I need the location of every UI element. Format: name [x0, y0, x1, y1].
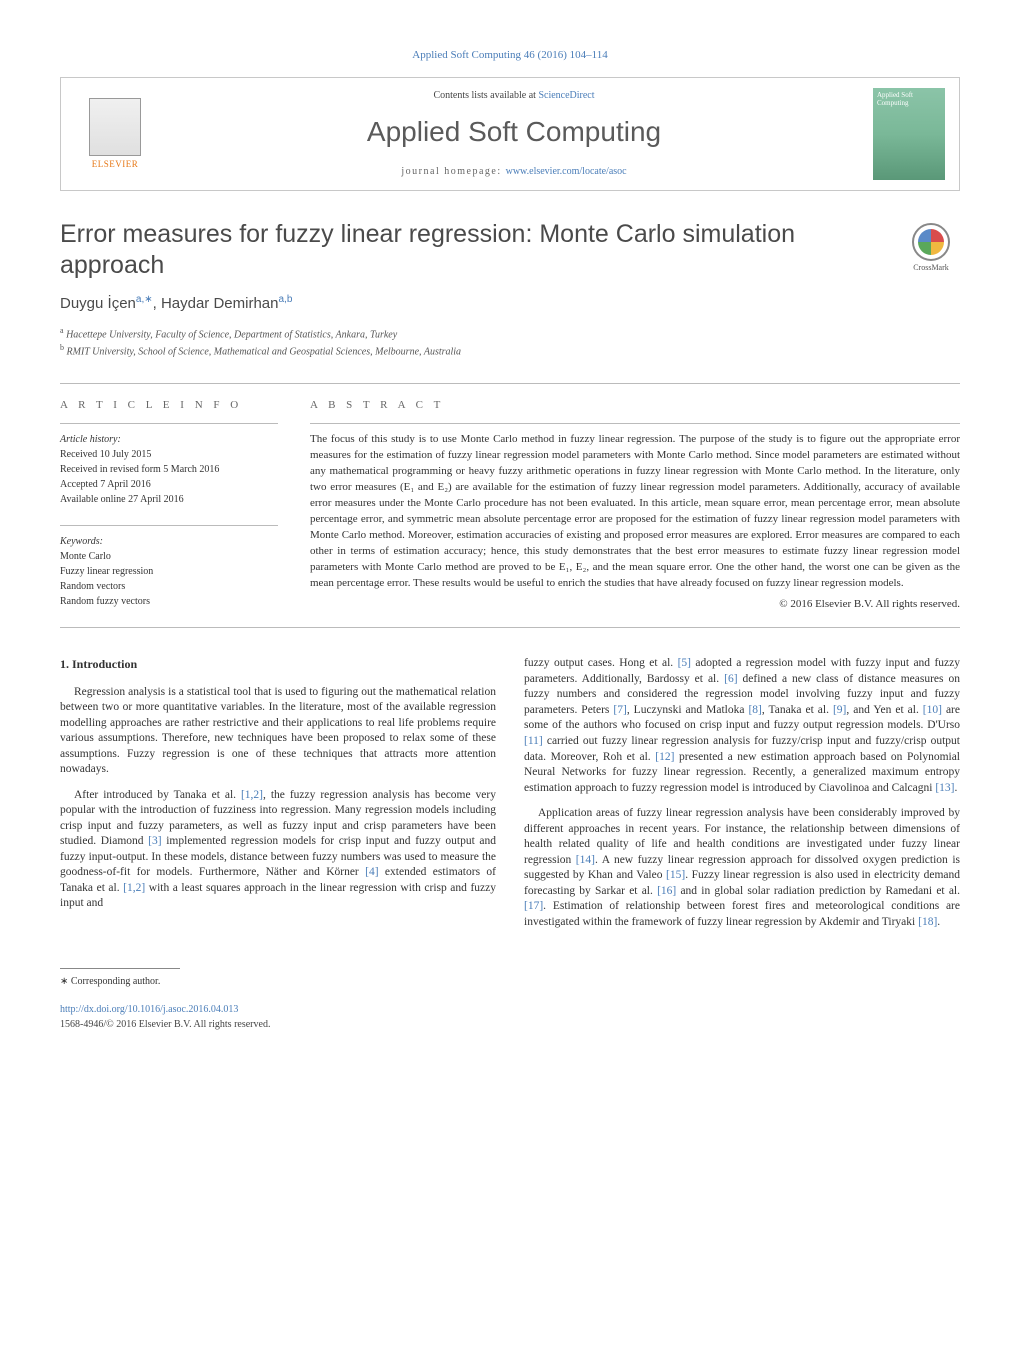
- ref-link-18[interactable]: [18]: [918, 916, 937, 928]
- elsevier-logo[interactable]: ELSEVIER: [75, 98, 155, 170]
- keyword-3: Random vectors: [60, 579, 278, 594]
- affiliation-a: a Hacettepe University, Faculty of Scien…: [60, 325, 960, 342]
- abstract-body: The focus of this study is to use Monte …: [310, 433, 960, 588]
- affil-b-text: RMIT University, School of Science, Math…: [64, 346, 461, 357]
- author-1[interactable]: Duygu İçen: [60, 295, 136, 312]
- keywords-block: Keywords: Monte Carlo Fuzzy linear regre…: [60, 525, 278, 609]
- journal-cover-thumbnail[interactable]: Applied Soft Computing: [873, 88, 945, 180]
- affil-a-text: Hacettepe University, Faculty of Science…: [64, 329, 398, 340]
- abstract-column: a b s t r a c t The focus of this study …: [310, 398, 960, 613]
- page-root: Applied Soft Computing 46 (2016) 104–114…: [0, 0, 1020, 1072]
- history-label: Article history:: [60, 432, 278, 447]
- title-row: Error measures for fuzzy linear regressi…: [60, 219, 960, 282]
- c2p1-j: .: [955, 782, 958, 794]
- history-received: Received 10 July 2015: [60, 447, 278, 462]
- author-1-sup: a,∗: [136, 294, 153, 305]
- keyword-2: Fuzzy linear regression: [60, 564, 278, 579]
- journal-reference: Applied Soft Computing 46 (2016) 104–114: [60, 48, 960, 63]
- article-history-block: Article history: Received 10 July 2015 R…: [60, 423, 278, 507]
- doi-link[interactable]: http://dx.doi.org/10.1016/j.asoc.2016.04…: [60, 1003, 960, 1017]
- c2p2-d: and in global solar radiation prediction…: [676, 885, 960, 897]
- ref-link-16[interactable]: [16]: [657, 885, 676, 897]
- crossmark-inner-icon: [918, 229, 944, 255]
- author-2-sup: a,b: [279, 294, 293, 305]
- homepage-link[interactable]: www.elsevier.com/locate/asoc: [506, 166, 627, 177]
- ref-link-4[interactable]: [4]: [365, 866, 378, 878]
- col2-para-1: fuzzy output cases. Hong et al. [5] adop…: [524, 656, 960, 796]
- ref-link-17[interactable]: [17]: [524, 900, 543, 912]
- abstract-copyright: © 2016 Elsevier B.V. All rights reserved…: [310, 597, 960, 613]
- ref-link-9[interactable]: [9]: [833, 704, 846, 716]
- elsevier-tree-icon: [89, 98, 141, 156]
- c2p1-e: , Tanaka et al.: [762, 704, 833, 716]
- homepage-line: journal homepage: www.elsevier.com/locat…: [171, 165, 857, 179]
- cover-title: Applied Soft Computing: [877, 92, 941, 107]
- elsevier-wordmark: ELSEVIER: [92, 158, 139, 170]
- sciencedirect-link[interactable]: ScienceDirect: [538, 90, 594, 101]
- ref-link-5[interactable]: [5]: [678, 657, 691, 669]
- p2-a: After introduced by Tanaka et al.: [74, 789, 241, 801]
- c2p1-f: , and Yen et al.: [846, 704, 922, 716]
- author-2[interactable]: , Haydar Demirhan: [153, 295, 279, 312]
- keyword-4: Random fuzzy vectors: [60, 594, 278, 609]
- body-column-right: fuzzy output cases. Hong et al. [5] adop…: [524, 656, 960, 940]
- col2-para-2: Application areas of fuzzy linear regres…: [524, 806, 960, 930]
- ref-link-14[interactable]: [14]: [576, 854, 595, 866]
- c2p2-f: .: [937, 916, 940, 928]
- ref-link-12[interactable]: [12]: [655, 751, 674, 763]
- ref-link-1-2[interactable]: [1,2]: [241, 789, 263, 801]
- corresponding-author-footnote: ∗ Corresponding author.: [60, 975, 960, 989]
- ref-link-11[interactable]: [11]: [524, 735, 543, 747]
- abstract-heading: a b s t r a c t: [310, 398, 960, 413]
- abstract-text-block: The focus of this study is to use Monte …: [310, 423, 960, 613]
- history-revised: Received in revised form 5 March 2016: [60, 462, 278, 477]
- article-info-heading: a r t i c l e i n f o: [60, 398, 278, 413]
- affiliations: a Hacettepe University, Faculty of Scien…: [60, 325, 960, 360]
- article-info-column: a r t i c l e i n f o Article history: R…: [60, 398, 278, 613]
- footnote-rule: [60, 968, 180, 969]
- ref-link-10[interactable]: [10]: [923, 704, 942, 716]
- info-abstract-row: a r t i c l e i n f o Article history: R…: [60, 384, 960, 627]
- crossmark-circle-icon: [912, 223, 950, 261]
- doi-text: http://dx.doi.org/10.1016/j.asoc.2016.04…: [60, 1004, 238, 1015]
- ref-link-3[interactable]: [3]: [148, 835, 161, 847]
- c2p2-e: . Estimation of relationship between for…: [524, 900, 960, 928]
- history-accepted: Accepted 7 April 2016: [60, 477, 278, 492]
- intro-p1-text: Regression analysis is a statistical too…: [60, 686, 496, 776]
- ref-link-8[interactable]: [8]: [748, 704, 761, 716]
- intro-para-1: Regression analysis is a statistical too…: [60, 685, 496, 778]
- journal-header-box: ELSEVIER Contents lists available at Sci…: [60, 77, 960, 191]
- body-column-left: 1. Introduction Regression analysis is a…: [60, 656, 496, 940]
- keyword-1: Monte Carlo: [60, 549, 278, 564]
- crossmark-badge[interactable]: CrossMark: [902, 223, 960, 274]
- ref-link-15[interactable]: [15]: [666, 869, 685, 881]
- mid-rule: [60, 627, 960, 628]
- contents-prefix: Contents lists available at: [433, 90, 538, 101]
- page-footer: ∗ Corresponding author. http://dx.doi.or…: [60, 968, 960, 1032]
- homepage-prefix: journal homepage:: [401, 166, 505, 177]
- intro-para-2: After introduced by Tanaka et al. [1,2],…: [60, 788, 496, 912]
- ref-link-13[interactable]: [13]: [935, 782, 954, 794]
- ref-link-7[interactable]: [7]: [613, 704, 626, 716]
- affiliation-b: b RMIT University, School of Science, Ma…: [60, 342, 960, 359]
- c2p1-d: , Luczynski and Matloka: [627, 704, 749, 716]
- contents-available-line: Contents lists available at ScienceDirec…: [171, 89, 857, 103]
- article-title: Error measures for fuzzy linear regressi…: [60, 219, 882, 282]
- crossmark-label: CrossMark: [913, 263, 949, 274]
- ref-link-6[interactable]: [6]: [724, 673, 737, 685]
- footnote-text: Corresponding author.: [68, 976, 160, 987]
- section-1-heading: 1. Introduction: [60, 656, 496, 672]
- issn-copyright: 1568-4946/© 2016 Elsevier B.V. All right…: [60, 1018, 960, 1032]
- c2p1-a: fuzzy output cases. Hong et al.: [524, 657, 678, 669]
- authors-line: Duygu İçena,∗, Haydar Demirhana,b: [60, 293, 960, 314]
- keywords-label: Keywords:: [60, 534, 278, 549]
- journal-ref-text[interactable]: Applied Soft Computing 46 (2016) 104–114: [412, 49, 607, 61]
- ref-link-1-2b[interactable]: [1,2]: [123, 882, 145, 894]
- history-online: Available online 27 April 2016: [60, 492, 278, 507]
- body-two-columns: 1. Introduction Regression analysis is a…: [60, 656, 960, 940]
- journal-name: Applied Soft Computing: [171, 113, 857, 151]
- header-center: Contents lists available at ScienceDirec…: [171, 89, 857, 178]
